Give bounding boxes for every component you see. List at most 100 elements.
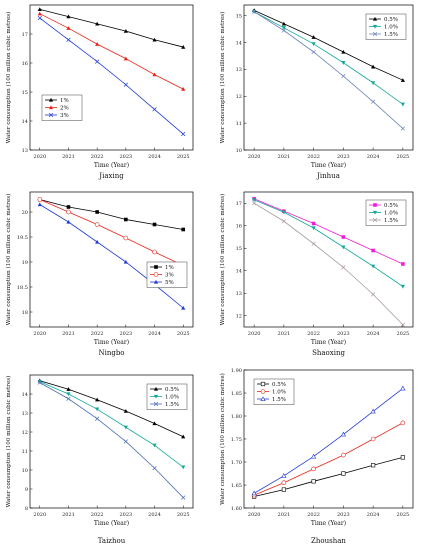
data-point xyxy=(371,463,376,468)
series-1-5pct xyxy=(251,201,406,327)
x-axis-title: Time (Year) xyxy=(94,520,129,527)
data-point xyxy=(371,64,376,69)
x-tick-label: 2022 xyxy=(91,512,104,518)
legend-label: 0.5% xyxy=(165,387,179,393)
data-point xyxy=(311,466,316,472)
y-tick-label: 1.75 xyxy=(231,437,242,443)
x-tick-label: 2022 xyxy=(307,331,320,337)
plot-frame xyxy=(29,4,194,151)
x-tick-label: 2021 xyxy=(62,154,75,160)
data-point xyxy=(123,439,128,444)
data-point xyxy=(370,99,376,104)
series-line xyxy=(39,380,184,438)
series-3pct xyxy=(37,15,186,137)
data-point xyxy=(281,210,286,215)
data-point xyxy=(152,107,157,112)
data-point xyxy=(281,21,286,26)
y-tick-label: 17 xyxy=(236,201,242,207)
y-tick-label: 12 xyxy=(22,430,28,436)
data-point xyxy=(340,431,346,437)
x-tick-label: 2021 xyxy=(62,512,75,518)
x-tick-label: 2021 xyxy=(278,331,291,337)
data-point xyxy=(311,453,317,459)
y-tick-label: 14 xyxy=(236,269,242,275)
x-tick-label: 2022 xyxy=(91,331,104,337)
legend-label: 0.5% xyxy=(384,17,398,23)
legend-marker xyxy=(372,16,378,21)
series-line xyxy=(39,17,184,135)
data-point xyxy=(311,479,316,484)
x-tick-label: 2024 xyxy=(148,154,161,160)
y-tick-label: 17 xyxy=(22,32,28,38)
x-tick-label: 2024 xyxy=(367,154,380,160)
city-label: Jiaxing xyxy=(98,172,124,180)
x-tick-label: 2022 xyxy=(307,154,320,160)
y-tick-label: 15 xyxy=(236,14,242,20)
series-line xyxy=(253,422,404,496)
data-point xyxy=(181,131,186,137)
city-label: Zhoushan xyxy=(311,537,346,545)
data-point xyxy=(123,425,128,430)
y-tick-label: 19 xyxy=(22,260,28,266)
x-tick-label: 2025 xyxy=(396,331,409,337)
legend-marker xyxy=(153,279,159,284)
series-1-5pct xyxy=(251,9,406,131)
data-point xyxy=(181,434,186,439)
legend-marker xyxy=(260,381,266,387)
y-axis-title: Water consumption (100 million cubic met… xyxy=(5,376,12,508)
data-point xyxy=(123,29,128,33)
data-point xyxy=(401,262,405,266)
y-tick-label: 9 xyxy=(25,487,28,493)
y-tick-label: 13 xyxy=(22,411,28,417)
y-tick-label: 13 xyxy=(236,291,242,297)
y-tick-label: 10 xyxy=(22,468,28,474)
data-point xyxy=(251,9,257,14)
y-tick-label: 18.5 xyxy=(17,285,28,291)
city-label: Shaoxing xyxy=(312,349,345,357)
legend-label: 1.0% xyxy=(384,211,398,217)
legend: 0.5% 1.0%1.5% xyxy=(365,199,407,226)
data-point xyxy=(311,221,316,226)
data-point xyxy=(311,49,316,55)
data-point xyxy=(311,241,316,246)
data-point xyxy=(66,396,71,401)
data-point xyxy=(152,421,157,426)
data-point xyxy=(123,409,128,413)
chart-panel-ningbo: 2020 2021 2022 2023 2024 2025 18 18.5 19 19.5 20 Ti… xyxy=(5,191,194,357)
x-tick-label: 2022 xyxy=(91,154,104,160)
data-point xyxy=(281,219,287,224)
series-line xyxy=(253,11,404,105)
data-point xyxy=(181,495,186,500)
x-tick-label: 2021 xyxy=(62,331,75,337)
x-tick-label: 2024 xyxy=(367,331,380,337)
y-tick-label: 1.65 xyxy=(231,483,242,489)
data-point xyxy=(37,379,42,384)
y-tick-label: 1.70 xyxy=(231,460,242,466)
data-point xyxy=(311,35,316,39)
data-point xyxy=(124,217,128,222)
series-line xyxy=(253,11,404,129)
data-point xyxy=(152,443,157,448)
series-line xyxy=(39,199,184,230)
legend-label: 3% xyxy=(165,273,174,279)
series-line xyxy=(39,382,184,498)
legend: 0.5% 1.0%1.5% xyxy=(253,378,295,405)
legend-marker xyxy=(153,401,159,407)
series-line xyxy=(253,388,404,494)
data-point xyxy=(95,21,100,26)
data-point xyxy=(400,385,406,391)
x-tick-label: 2023 xyxy=(119,512,132,518)
data-point xyxy=(123,82,128,87)
x-tick-label: 2020 xyxy=(248,512,261,518)
legend-marker xyxy=(260,389,266,394)
data-point xyxy=(152,465,157,471)
legend-label: 2% xyxy=(60,106,69,112)
x-tick-label: 2024 xyxy=(367,512,380,518)
x-tick-label: 2021 xyxy=(278,154,291,160)
data-point xyxy=(371,81,376,85)
data-point xyxy=(311,226,316,231)
series-line xyxy=(39,8,184,48)
data-point xyxy=(341,471,346,476)
y-tick-label: 8 xyxy=(25,506,28,512)
legend-marker xyxy=(154,265,158,269)
